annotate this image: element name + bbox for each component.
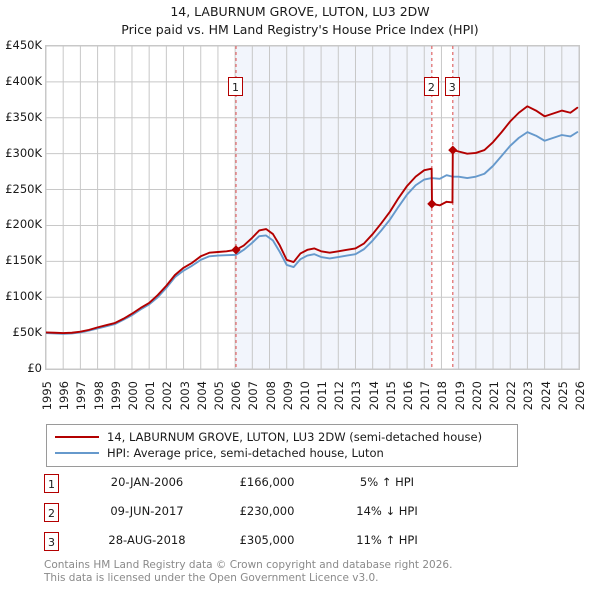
table-row: 2 09-JUN-2017 £230,000 14% ↓ HPI — [44, 501, 464, 530]
x-tick-label: 1998 — [91, 381, 106, 411]
x-tick-label: 2013 — [349, 381, 364, 411]
table-row: 1 20-JAN-2006 £166,000 5% ↑ HPI — [44, 472, 464, 501]
x-tick-label: 2002 — [160, 381, 175, 411]
x-tick-label: 2025 — [555, 381, 570, 411]
txn-date: 09-JUN-2017 — [110, 504, 184, 518]
legend-row-hpi: HPI: Average price, semi-detached house,… — [53, 445, 511, 461]
sale-marker-3[interactable]: 3 — [444, 77, 460, 96]
y-tick-label: £50K — [12, 325, 43, 340]
x-tick-label: 2001 — [143, 381, 158, 411]
chart-legend: 14, LABURNUM GROVE, LUTON, LU3 2DW (semi… — [46, 424, 518, 467]
x-tick-label: 2004 — [194, 381, 209, 411]
y-tick-label: £350K — [5, 109, 42, 124]
x-tick-label: 2011 — [315, 381, 330, 411]
y-tick-label: £400K — [5, 73, 42, 88]
txn-price: £230,000 — [239, 504, 295, 518]
footer-copyright: Contains HM Land Registry data © Crown c… — [44, 559, 453, 571]
x-tick-label: 1997 — [74, 381, 89, 411]
x-tick-label: 2023 — [521, 381, 536, 411]
x-tick-label: 2016 — [401, 381, 416, 411]
txn-price: £305,000 — [239, 533, 295, 547]
sale-marker-2[interactable]: 2 — [423, 77, 439, 96]
txn-date: 28-AUG-2018 — [108, 533, 186, 547]
x-tick-label: 2010 — [297, 381, 312, 411]
x-tick-label: 2017 — [418, 381, 433, 411]
footer: Contains HM Land Registry data © Crown c… — [44, 559, 584, 584]
x-tick-label: 2022 — [504, 381, 519, 411]
txn-index-badge[interactable]: 3 — [44, 532, 59, 551]
x-tick-label: 1999 — [108, 381, 123, 411]
x-tick-label: 2007 — [246, 381, 261, 411]
x-tick-label: 1995 — [40, 381, 54, 411]
plot-canvas — [45, 45, 580, 370]
txn-index-badge[interactable]: 2 — [44, 503, 59, 522]
x-tick-label: 2015 — [383, 381, 398, 411]
txn-date: 20-JAN-2006 — [110, 475, 184, 489]
y-tick-label: £450K — [5, 38, 42, 52]
x-tick-label: 2006 — [229, 381, 244, 411]
page-subtitle: Price paid vs. HM Land Registry's House … — [121, 22, 479, 37]
y-tick-label: £150K — [5, 253, 42, 268]
plot-svg — [46, 46, 579, 369]
x-tick-label: 2019 — [452, 381, 467, 411]
x-tick-label: 2024 — [538, 381, 553, 411]
x-tick-label: 2009 — [280, 381, 295, 411]
x-tick-label: 2014 — [366, 381, 381, 411]
txn-price: £166,000 — [239, 475, 295, 489]
x-tick-label: 2005 — [211, 381, 226, 411]
legend-swatch-property — [55, 436, 99, 438]
chart-title-block: 14, LABURNUM GROVE, LUTON, LU3 2DW Price… — [0, 3, 600, 39]
y-tick-label: £300K — [5, 145, 42, 160]
x-tick-label: 2000 — [125, 381, 140, 411]
x-tick-label: 1996 — [57, 381, 72, 411]
y-axis-labels: £0 £50K £100K £150K £200K £250K £300K £350K £400… — [0, 38, 43, 380]
x-tick-label: 2018 — [435, 381, 450, 411]
txn-index-badge[interactable]: 1 — [44, 474, 59, 493]
txn-hpi-delta: 5% ↑ HPI — [359, 475, 415, 489]
txn-hpi-delta: 14% ↓ HPI — [356, 504, 418, 518]
chart-area: £0 £50K £100K £150K £200K £250K £300K £350K £400… — [0, 38, 600, 410]
y-tick-label: £100K — [5, 289, 42, 304]
x-tick-label: 2026 — [573, 381, 587, 411]
x-tick-label: 2020 — [469, 381, 484, 411]
y-tick-label: £0 — [27, 361, 42, 375]
transactions-table: 1 20-JAN-2006 £166,000 5% ↑ HPI 2 09-JUN-2017… — [44, 472, 464, 559]
table-row: 3 28-AUG-2018 £305,000 11% ↑ HPI — [44, 530, 464, 559]
x-tick-label: 2008 — [263, 381, 278, 411]
legend-swatch-hpi — [55, 452, 99, 454]
legend-label-hpi: HPI: Average price, semi-detached house,… — [107, 446, 384, 460]
legend-label-property: 14, LABURNUM GROVE, LUTON, LU3 2DW (semi… — [107, 430, 483, 444]
footer-licence: This data is licensed under the Open Gov… — [44, 571, 379, 584]
legend-row-property: 14, LABURNUM GROVE, LUTON, LU3 2DW (semi… — [53, 429, 511, 445]
sale-marker-1[interactable]: 1 — [227, 77, 243, 96]
x-tick-label: 2021 — [487, 381, 502, 411]
x-tick-label: 2003 — [177, 381, 192, 411]
page-title: 14, LABURNUM GROVE, LUTON, LU3 2DW — [170, 4, 430, 19]
txn-hpi-delta: 11% ↑ HPI — [356, 533, 418, 547]
y-tick-label: £200K — [5, 217, 42, 232]
x-tick-label: 2012 — [332, 381, 347, 411]
y-tick-label: £250K — [5, 181, 42, 196]
